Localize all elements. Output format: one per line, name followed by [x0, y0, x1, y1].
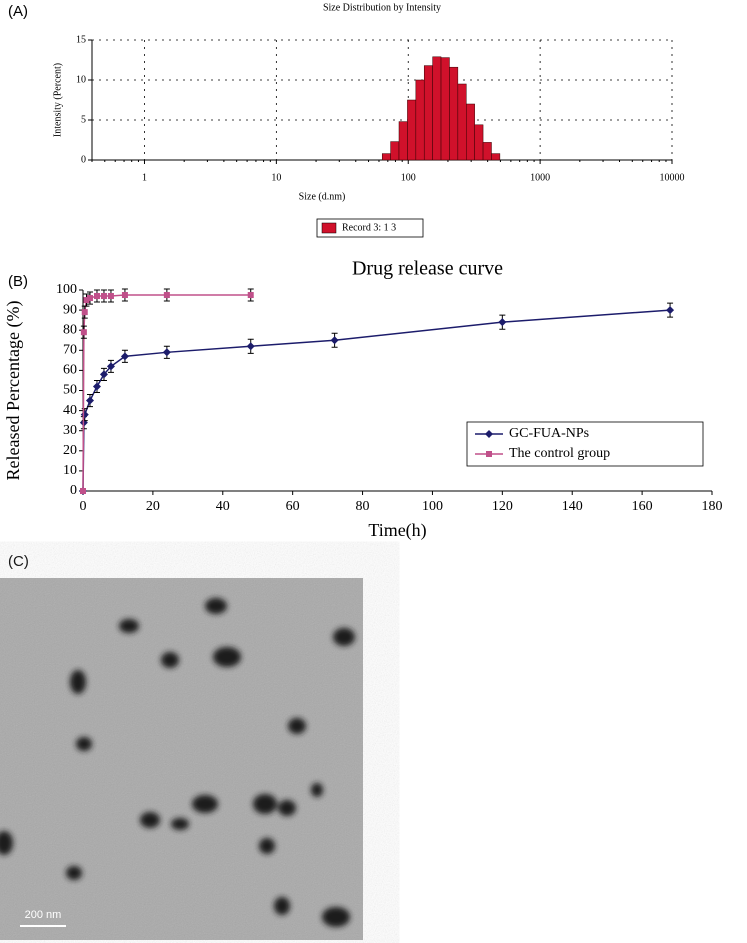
bar	[415, 79, 425, 161]
marker	[83, 297, 90, 304]
marker	[99, 370, 108, 379]
bar	[407, 99, 417, 161]
x-axis-title: Size (d.nm)	[299, 191, 346, 202]
marker	[106, 362, 115, 371]
x-tick-label: 100	[422, 499, 443, 514]
bar	[491, 153, 501, 161]
marker	[121, 292, 128, 299]
bar	[482, 142, 492, 161]
x-tick-label: 10000	[660, 172, 685, 183]
legend-marker	[485, 430, 493, 438]
marker	[100, 293, 107, 300]
y-tick-label: 60	[63, 363, 77, 378]
x-tick-label: 80	[356, 499, 370, 514]
marker	[498, 318, 507, 327]
y-tick-label: 40	[63, 403, 77, 418]
bar	[381, 153, 391, 161]
legend-label: GC-FUA-NPs	[509, 426, 589, 441]
marker	[330, 336, 339, 345]
y-tick-label: 10	[76, 74, 86, 85]
marker	[107, 293, 114, 300]
x-tick-label: 20	[146, 499, 160, 514]
marker	[92, 382, 101, 391]
y-tick-label: 100	[56, 282, 77, 297]
y-tick-label: 50	[63, 383, 77, 398]
y-tick-label: 0	[70, 483, 77, 498]
tem-image	[0, 578, 363, 940]
legend-box	[466, 421, 704, 467]
x-tick-label: 100	[401, 172, 416, 183]
x-tick-label: 120	[492, 499, 513, 514]
marker	[666, 306, 675, 315]
x-tick-label: 140	[562, 499, 583, 514]
x-tick-label: 180	[702, 499, 723, 514]
scale-bar-label: 200 nm	[25, 909, 62, 921]
legend-label: Record 3: 1 3	[342, 222, 396, 233]
marker	[93, 293, 100, 300]
y-tick-label: 10	[63, 463, 77, 478]
marker	[163, 292, 170, 299]
x-tick-label: 0	[80, 499, 87, 514]
marker	[162, 348, 171, 357]
marker	[86, 295, 93, 302]
y-tick-label: 0	[81, 154, 86, 165]
marker	[81, 309, 88, 316]
marker	[85, 396, 94, 405]
y-axis-title: Intensity (Percent)	[52, 63, 63, 137]
legend-marker	[486, 451, 492, 457]
y-tick-label: 80	[63, 322, 77, 337]
bar	[466, 103, 475, 161]
chart-title: Size Distribution by Intensity	[323, 2, 441, 13]
bar	[457, 83, 467, 161]
marker	[246, 342, 255, 351]
panel-label: (C)	[8, 553, 29, 570]
x-tick-label: 60	[286, 499, 300, 514]
x-tick-label: 10	[271, 172, 281, 183]
marker	[247, 292, 254, 299]
marker	[80, 410, 89, 419]
x-tick-label: 1000	[530, 172, 550, 183]
y-tick-label: 20	[63, 443, 77, 458]
bar	[474, 124, 484, 161]
y-tick-label: 70	[63, 343, 77, 358]
y-tick-label: 15	[76, 34, 86, 45]
legend-label: The control group	[509, 446, 610, 461]
bar	[423, 65, 433, 161]
bar	[449, 66, 459, 161]
legend-swatch	[321, 222, 337, 234]
y-tick-label: 30	[63, 423, 77, 438]
x-tick-label: 40	[216, 499, 230, 514]
marker	[80, 329, 87, 336]
series-line	[82, 294, 251, 492]
legend-box	[316, 218, 424, 238]
y-tick-label: 5	[81, 114, 86, 125]
chart-title: Drug release curve	[352, 258, 503, 280]
panel-label: (B)	[8, 273, 28, 290]
marker	[80, 488, 86, 494]
y-tick-label: 90	[63, 302, 77, 317]
x-tick-label: 160	[632, 499, 653, 514]
x-tick-label: 1	[142, 172, 147, 183]
bar	[390, 141, 400, 161]
x-axis-title: Time(h)	[368, 520, 426, 541]
bar	[440, 57, 450, 161]
bar	[432, 56, 442, 161]
panel-label: (A)	[8, 3, 28, 20]
marker	[120, 352, 129, 361]
y-axis-title: Released Percentage (%)	[3, 301, 24, 481]
bar	[398, 121, 408, 161]
